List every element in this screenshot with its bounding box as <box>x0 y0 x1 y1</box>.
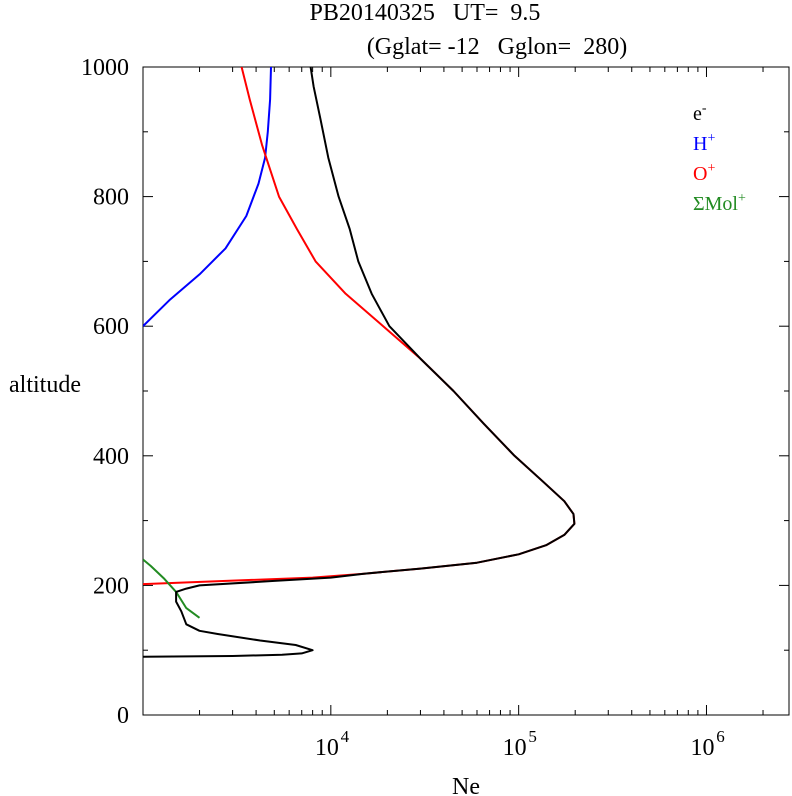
legend-entry-superscript: + <box>707 161 715 176</box>
series-line-0 <box>143 67 272 327</box>
chart-title: PB20140325 UT= 9.5 <box>310 0 541 26</box>
x-tick-label: 10 <box>690 735 714 761</box>
legend-entry: ΣMol+ <box>693 191 746 215</box>
legend-entry: O+ <box>693 161 715 185</box>
x-tick-label-exponent: 4 <box>341 727 350 746</box>
x-axis-label: Ne <box>452 774 480 796</box>
x-tick-label: 10 <box>315 735 339 761</box>
legend-entry-superscript: + <box>707 131 715 146</box>
legend-entry: e- <box>693 101 707 125</box>
y-tick-label: 0 <box>117 703 129 729</box>
y-tick-label: 600 <box>93 314 129 340</box>
legend: e- H+ O+ ΣMol+ <box>693 101 746 215</box>
series-line-2 <box>143 558 201 619</box>
series-line-1 <box>143 67 576 586</box>
series-line-3 <box>143 67 576 658</box>
y-tick-label: 200 <box>93 573 129 599</box>
x-tick-label-exponent: 5 <box>528 727 537 746</box>
legend-entry: H+ <box>693 131 715 155</box>
x-tick-label-exponent: 6 <box>716 727 725 746</box>
y-tick-label: 1000 <box>81 55 129 81</box>
y-axis: 0 200 400 600 800 1000 <box>81 55 789 729</box>
chart-subtitle: (Gglat= -12 Gglon= 280) <box>367 34 627 60</box>
x-axis: 10 4 10 5 10 6 <box>142 67 764 761</box>
y-tick-label: 400 <box>93 444 129 470</box>
y-axis-label: altitude <box>9 372 81 398</box>
legend-entry-superscript: - <box>702 101 707 116</box>
legend-entry-superscript: + <box>738 191 746 206</box>
y-tick-label: 800 <box>93 185 129 211</box>
series-group <box>143 67 576 658</box>
x-tick-label: 10 <box>503 735 527 761</box>
